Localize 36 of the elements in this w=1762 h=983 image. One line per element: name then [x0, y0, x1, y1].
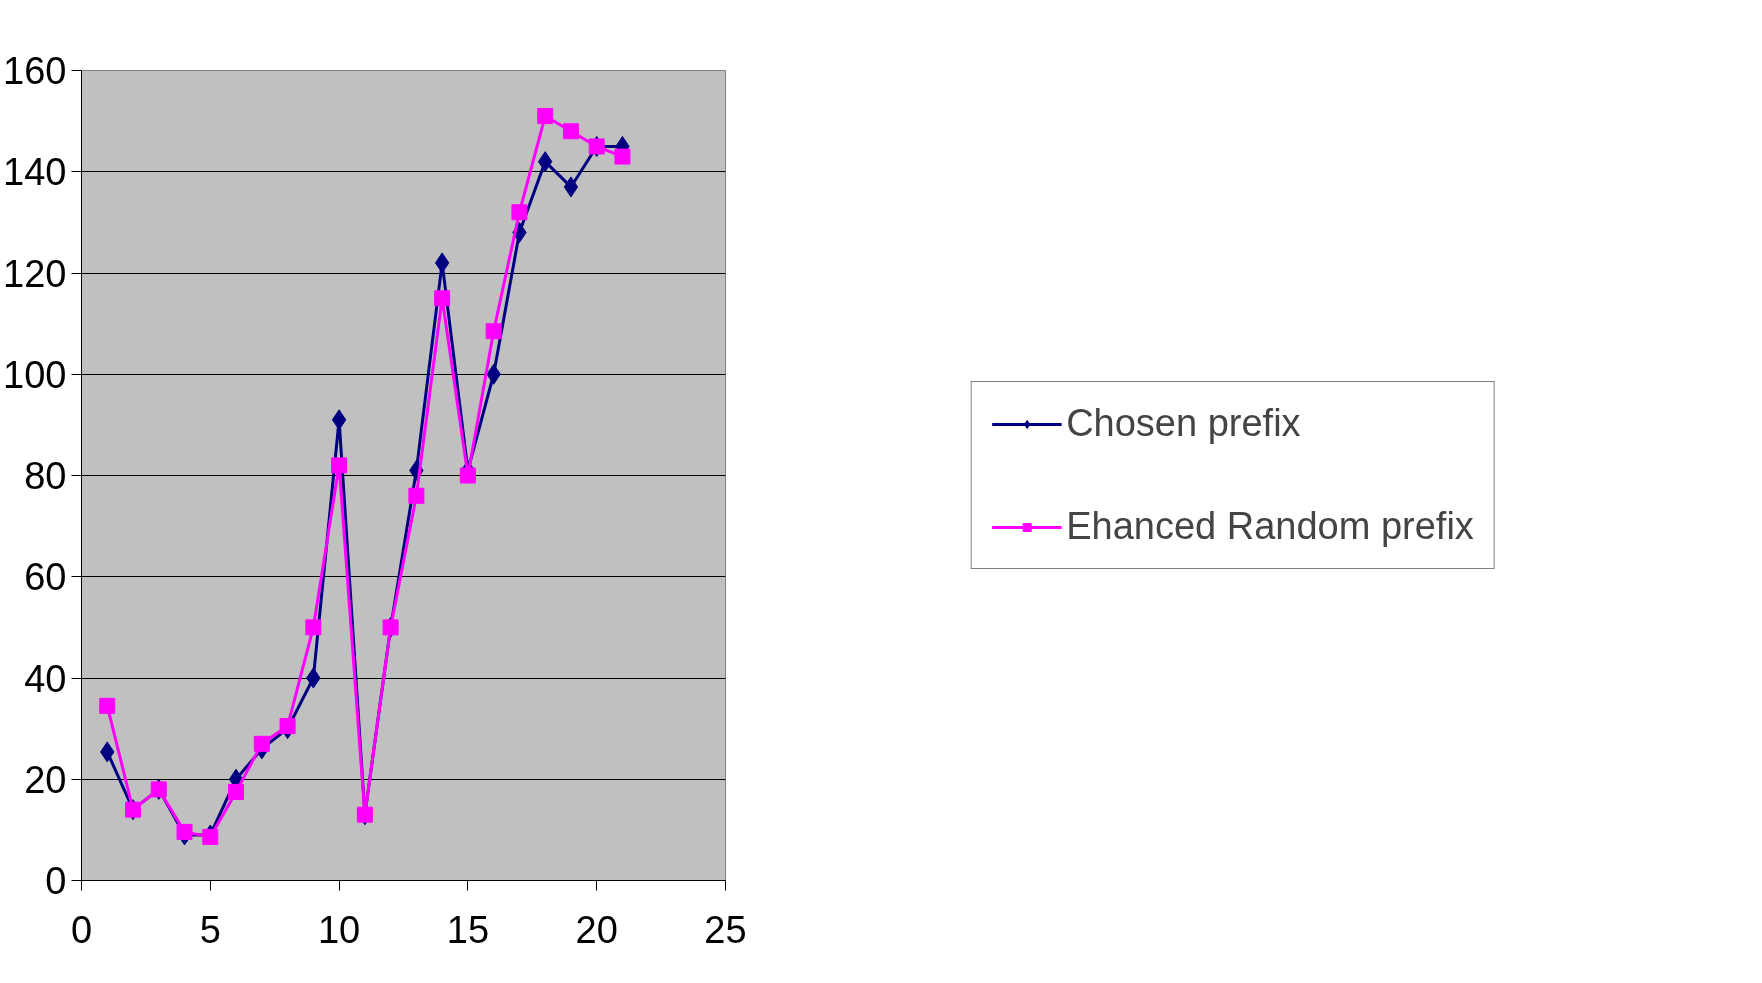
point	[485, 323, 502, 340]
y-tick-label: 20	[24, 758, 67, 801]
point	[562, 123, 579, 140]
point	[408, 487, 425, 504]
point	[331, 409, 347, 431]
y-tick-label: 160	[3, 50, 67, 92]
point	[202, 828, 219, 845]
y-tick-label: 100	[3, 353, 67, 396]
point	[614, 148, 631, 165]
legend-label: Ehanced Random prefix	[1066, 505, 1474, 548]
point	[305, 619, 322, 636]
y-tick-label: 80	[24, 455, 67, 497]
y-tick-label: 40	[24, 657, 67, 700]
legend-label: Chosen prefix	[1066, 402, 1301, 445]
point	[563, 176, 579, 198]
x-tick-label: 10	[317, 908, 361, 951]
point	[537, 108, 554, 125]
point	[279, 718, 296, 735]
x-tick-label: 15	[446, 908, 490, 951]
y-tick-label: 60	[24, 556, 67, 599]
y-tick-label: 0	[45, 860, 67, 902]
y-tick-label: 120	[3, 252, 67, 295]
point	[511, 204, 528, 221]
point	[434, 252, 450, 274]
x-tick-label: 0	[70, 908, 93, 951]
x-tick-label: 20	[575, 908, 618, 951]
point	[99, 697, 116, 714]
point	[253, 735, 270, 752]
point	[176, 823, 193, 840]
point	[434, 290, 451, 307]
x-tick-label: 5	[199, 908, 221, 951]
point	[459, 467, 476, 484]
point	[228, 783, 245, 800]
y-tick-label: 140	[3, 151, 67, 194]
point	[331, 457, 348, 474]
x-tick-label: 25	[704, 908, 747, 951]
